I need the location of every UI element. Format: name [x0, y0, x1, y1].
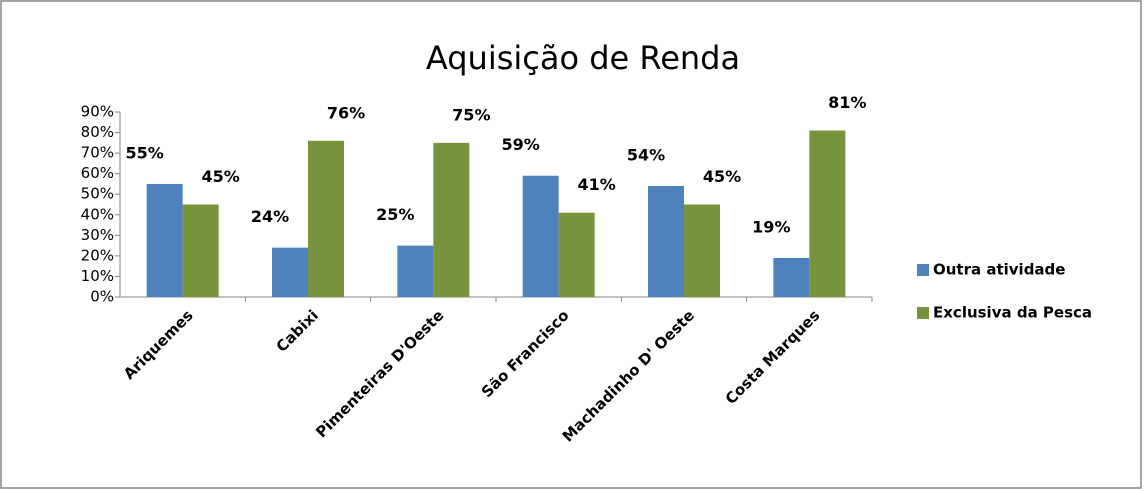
y-tick-label: 20% [81, 246, 114, 264]
legend-label: Exclusiva da Pesca [933, 304, 1092, 322]
value-label: 75% [452, 105, 490, 124]
bar [684, 204, 720, 297]
value-label: 45% [202, 167, 240, 186]
bar [522, 175, 559, 297]
legend-label: Outra atividade [933, 261, 1065, 279]
y-tick-label: 70% [81, 144, 114, 162]
bar [146, 183, 183, 297]
value-label: 81% [828, 93, 866, 112]
y-tick-label: 0% [90, 288, 114, 306]
value-label: 41% [578, 175, 616, 194]
chart-title: Aquisição de Renda [426, 39, 740, 77]
y-tick-label: 30% [81, 226, 114, 244]
y-tick-label: 40% [81, 205, 114, 223]
value-label: 76% [327, 103, 365, 122]
y-tick-label: 50% [81, 185, 114, 203]
bar [182, 204, 219, 297]
value-label: 19% [752, 217, 790, 236]
value-label: 54% [627, 146, 665, 165]
value-label: 45% [703, 167, 741, 186]
value-label: 55% [126, 143, 164, 162]
legend-swatch [917, 307, 929, 319]
value-label: 24% [251, 207, 289, 226]
bar [809, 130, 846, 297]
bar [272, 247, 308, 297]
bar [308, 140, 344, 297]
bar [397, 245, 434, 297]
value-label: 25% [376, 205, 414, 224]
y-tick-label: 60% [81, 164, 114, 182]
y-tick-label: 10% [81, 267, 114, 285]
value-label: 59% [502, 135, 540, 154]
bar [433, 142, 470, 297]
legend-swatch [917, 264, 929, 276]
bar [558, 212, 595, 297]
y-tick-label: 80% [81, 123, 114, 141]
bar [648, 186, 684, 297]
y-tick-label: 90% [81, 103, 114, 121]
bar [773, 257, 810, 297]
